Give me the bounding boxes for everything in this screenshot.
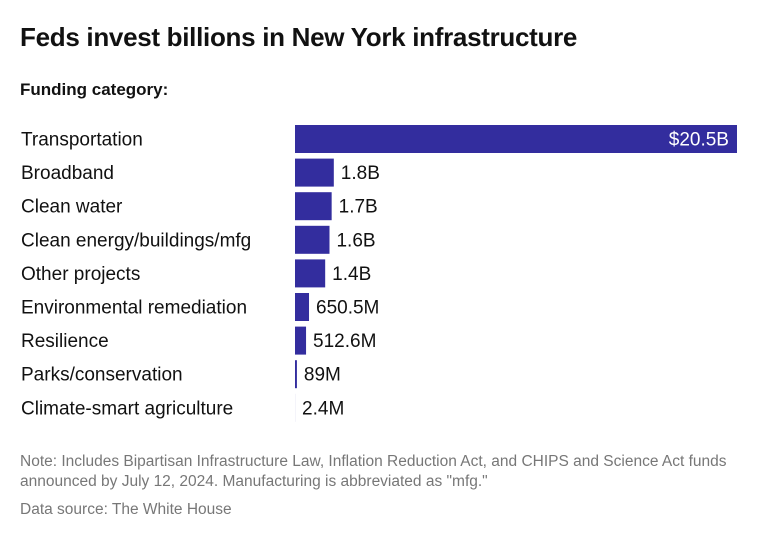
bar [295, 158, 334, 187]
category-label: Parks/conservation [21, 365, 183, 386]
bar [295, 192, 332, 221]
category-label: Other projects [21, 264, 140, 285]
data-label: $20.5B [669, 130, 729, 151]
category-label: Clean water [21, 197, 123, 218]
data-label: 650.5M [316, 298, 379, 319]
category-label: Resilience [21, 331, 109, 352]
bar [295, 259, 326, 288]
bar [295, 225, 330, 254]
bar [295, 360, 297, 389]
data-source: Data source: The White House [20, 501, 232, 518]
category-label: Transportation [21, 130, 143, 151]
bar [295, 125, 737, 153]
data-label: 1.4B [332, 264, 371, 285]
data-label: 2.4M [302, 398, 344, 419]
chart-subtitle: Funding category: [20, 80, 169, 99]
chart-title: Feds invest billions in New York infrast… [20, 22, 578, 52]
data-label: 1.7B [339, 197, 378, 218]
data-label: 512.6M [313, 331, 376, 352]
bar [295, 326, 307, 355]
category-label: Broadband [21, 163, 114, 184]
data-label: 89M [304, 365, 341, 386]
data-label: 1.6B [336, 230, 375, 251]
category-label: Clean energy/buildings/mfg [21, 230, 251, 251]
data-label: 1.8B [341, 163, 380, 184]
bar [295, 293, 310, 321]
category-label: Climate-smart agriculture [21, 398, 233, 419]
chart-note: Note: Includes Bipartisan Infrastructure… [20, 453, 727, 490]
category-label: Environmental remediation [21, 298, 247, 319]
